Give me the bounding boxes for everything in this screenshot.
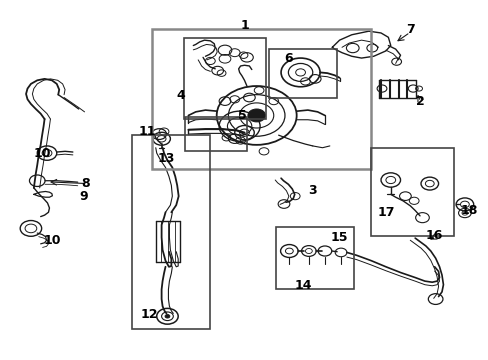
Text: 13: 13 — [158, 152, 175, 165]
Text: 10: 10 — [33, 147, 51, 159]
Text: 3: 3 — [308, 184, 316, 197]
Text: 18: 18 — [459, 204, 476, 217]
Text: 9: 9 — [79, 190, 88, 203]
Text: 16: 16 — [425, 229, 443, 242]
Text: 15: 15 — [330, 231, 347, 244]
Circle shape — [247, 109, 265, 122]
Bar — [132, 135, 210, 329]
Bar — [152, 30, 370, 169]
Text: 5: 5 — [237, 109, 246, 122]
Bar — [370, 148, 453, 235]
Text: 11: 11 — [138, 125, 155, 138]
Text: 6: 6 — [284, 51, 292, 64]
Text: 14: 14 — [294, 279, 311, 292]
Bar — [276, 226, 353, 289]
Text: 8: 8 — [81, 177, 90, 190]
Bar — [268, 49, 336, 98]
Text: 10: 10 — [43, 234, 61, 247]
Circle shape — [164, 315, 169, 318]
Text: 2: 2 — [415, 95, 424, 108]
Text: 17: 17 — [376, 206, 394, 219]
Text: 4: 4 — [176, 89, 185, 102]
Bar — [183, 39, 266, 119]
Text: 12: 12 — [141, 308, 158, 321]
Text: 7: 7 — [405, 23, 414, 36]
Bar — [184, 117, 246, 151]
Text: 1: 1 — [240, 19, 248, 32]
